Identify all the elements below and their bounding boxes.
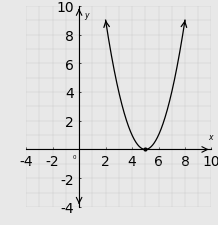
Text: x: x (208, 132, 212, 141)
Text: 0: 0 (73, 154, 77, 159)
Text: y: y (84, 11, 89, 20)
